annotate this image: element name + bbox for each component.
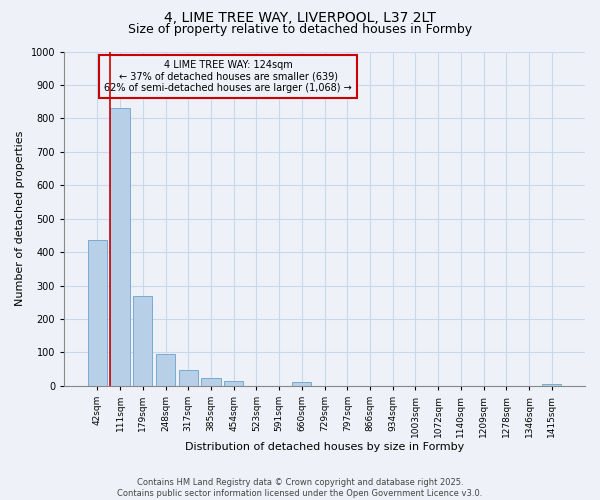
Text: Contains HM Land Registry data © Crown copyright and database right 2025.
Contai: Contains HM Land Registry data © Crown c… [118,478,482,498]
Bar [156,354,175,386]
Y-axis label: Number of detached properties: Number of detached properties [15,131,25,306]
Text: 4, LIME TREE WAY, LIVERPOOL, L37 2LT: 4, LIME TREE WAY, LIVERPOOL, L37 2LT [164,11,436,25]
Bar [88,240,107,386]
Bar [542,384,562,386]
X-axis label: Distribution of detached houses by size in Formby: Distribution of detached houses by size … [185,442,464,452]
Bar [179,370,198,386]
Bar [133,296,152,386]
Text: 4 LIME TREE WAY: 124sqm
← 37% of detached houses are smaller (639)
62% of semi-d: 4 LIME TREE WAY: 124sqm ← 37% of detache… [104,60,352,93]
Bar [224,382,244,386]
Text: Size of property relative to detached houses in Formby: Size of property relative to detached ho… [128,22,472,36]
Bar [292,382,311,386]
Bar [110,108,130,386]
Bar [202,378,221,386]
